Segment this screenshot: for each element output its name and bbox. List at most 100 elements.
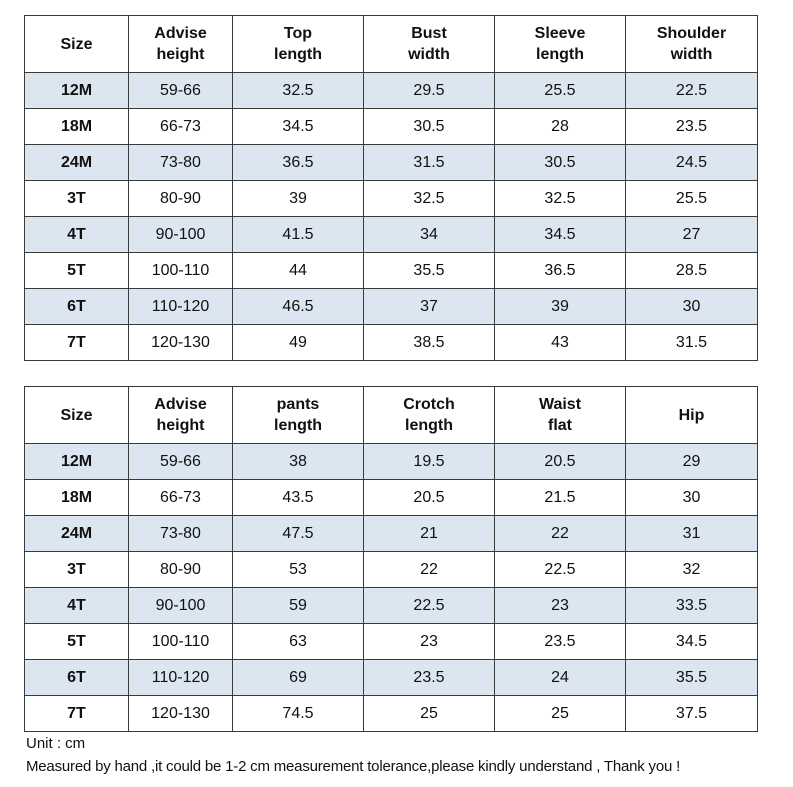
table-cell: 41.5: [232, 216, 364, 253]
table-cell: 90-100: [128, 216, 233, 253]
table-cell: 34.5: [494, 216, 626, 253]
table-cell: 63: [232, 623, 364, 660]
unit-note: Unit : cm: [26, 735, 86, 752]
table-cell: 23: [363, 623, 495, 660]
table-cell: 32.5: [363, 180, 495, 217]
table-cell: 32.5: [232, 72, 364, 109]
table-cell: 21: [363, 515, 495, 552]
size-cell: 12M: [24, 443, 129, 480]
table-cell: 30.5: [363, 108, 495, 145]
table-cell: 37.5: [625, 695, 758, 732]
table-cell: 28.5: [625, 252, 758, 289]
table-row: 12M 59-66 38 19.5 20.5 29: [24, 443, 758, 480]
table-row: 7T 120-130 74.5 25 25 37.5: [24, 695, 758, 732]
size-cell: 3T: [24, 551, 129, 588]
column-header: Shoulder width: [625, 15, 758, 73]
table-header-row: Size Advise height pants length Crotch leng…: [24, 386, 758, 444]
table-cell: 110-120: [128, 659, 233, 696]
table-cell: 59: [232, 587, 364, 624]
table-cell: 31: [625, 515, 758, 552]
table-cell: 29: [625, 443, 758, 480]
size-cell: 6T: [24, 288, 129, 325]
table-cell: 32.5: [494, 180, 626, 217]
table-cell: 44: [232, 252, 364, 289]
table-row: 24M 73-80 36.5 31.5 30.5 24.5: [24, 144, 758, 181]
table-cell: 20.5: [494, 443, 626, 480]
size-cell: 5T: [24, 252, 129, 289]
table-cell: 73-80: [128, 144, 233, 181]
table-row: 18M 66-73 43.5 20.5 21.5 30: [24, 479, 758, 516]
column-header: Advise height: [128, 15, 233, 73]
table-cell: 24: [494, 659, 626, 696]
column-header: Hip: [625, 386, 758, 444]
table-header-row: Size Advise height Top length Bust width Sle…: [24, 15, 758, 73]
table-cell: 24.5: [625, 144, 758, 181]
table-cell: 66-73: [128, 108, 233, 145]
table-cell: 73-80: [128, 515, 233, 552]
table-cell: 53: [232, 551, 364, 588]
table-cell: 120-130: [128, 695, 233, 732]
table-row: 3T 80-90 53 22 22.5 32: [24, 551, 758, 588]
column-header: Size: [24, 15, 129, 73]
table-cell: 90-100: [128, 587, 233, 624]
column-header: Bust width: [363, 15, 495, 73]
table-cell: 32: [625, 551, 758, 588]
size-cell: 3T: [24, 180, 129, 217]
table-cell: 39: [494, 288, 626, 325]
table-cell: 34.5: [625, 623, 758, 660]
table-cell: 22.5: [625, 72, 758, 109]
size-cell: 24M: [24, 515, 129, 552]
table-cell: 80-90: [128, 180, 233, 217]
table-cell: 43.5: [232, 479, 364, 516]
table-cell: 49: [232, 324, 364, 361]
column-header: Sleeve length: [494, 15, 626, 73]
table-cell: 25: [494, 695, 626, 732]
column-header: Advise height: [128, 386, 233, 444]
table-cell: 31.5: [625, 324, 758, 361]
table-row: 7T 120-130 49 38.5 43 31.5: [24, 324, 758, 361]
table-row: 6T 110-120 69 23.5 24 35.5: [24, 659, 758, 696]
table-cell: 35.5: [625, 659, 758, 696]
table-cell: 100-110: [128, 623, 233, 660]
table-cell: 36.5: [494, 252, 626, 289]
table-cell: 25: [363, 695, 495, 732]
table-cell: 110-120: [128, 288, 233, 325]
column-header: Waist flat: [494, 386, 626, 444]
table-cell: 22: [494, 515, 626, 552]
table-cell: 22.5: [363, 587, 495, 624]
table-cell: 25.5: [494, 72, 626, 109]
table-row: 4T 90-100 59 22.5 23 33.5: [24, 587, 758, 624]
measurement-note: Measured by hand ,it could be 1-2 cm mea…: [26, 758, 681, 775]
table-cell: 29.5: [363, 72, 495, 109]
table-cell: 38: [232, 443, 364, 480]
table-cell: 31.5: [363, 144, 495, 181]
table-cell: 69: [232, 659, 364, 696]
size-cell: 4T: [24, 587, 129, 624]
table-cell: 23: [494, 587, 626, 624]
size-cell: 24M: [24, 144, 129, 181]
table-cell: 66-73: [128, 479, 233, 516]
table-cell: 30: [625, 479, 758, 516]
table-cell: 80-90: [128, 551, 233, 588]
table-cell: 74.5: [232, 695, 364, 732]
table-cell: 34: [363, 216, 495, 253]
table-cell: 37: [363, 288, 495, 325]
table-cell: 27: [625, 216, 758, 253]
size-cell: 12M: [24, 72, 129, 109]
table-cell: 23.5: [625, 108, 758, 145]
table-cell: 22.5: [494, 551, 626, 588]
table-cell: 120-130: [128, 324, 233, 361]
table-row: 4T 90-100 41.5 34 34.5 27: [24, 216, 758, 253]
table-row: 18M 66-73 34.5 30.5 28 23.5: [24, 108, 758, 145]
top-size-table: Size Advise height Top length Bust width Sle…: [24, 15, 758, 361]
table-cell: 43: [494, 324, 626, 361]
column-header: Size: [24, 386, 129, 444]
table-cell: 30.5: [494, 144, 626, 181]
table-cell: 35.5: [363, 252, 495, 289]
table-row: 3T 80-90 39 32.5 32.5 25.5: [24, 180, 758, 217]
table-cell: 34.5: [232, 108, 364, 145]
table-cell: 28: [494, 108, 626, 145]
table-cell: 20.5: [363, 479, 495, 516]
table-cell: 39: [232, 180, 364, 217]
table-cell: 46.5: [232, 288, 364, 325]
